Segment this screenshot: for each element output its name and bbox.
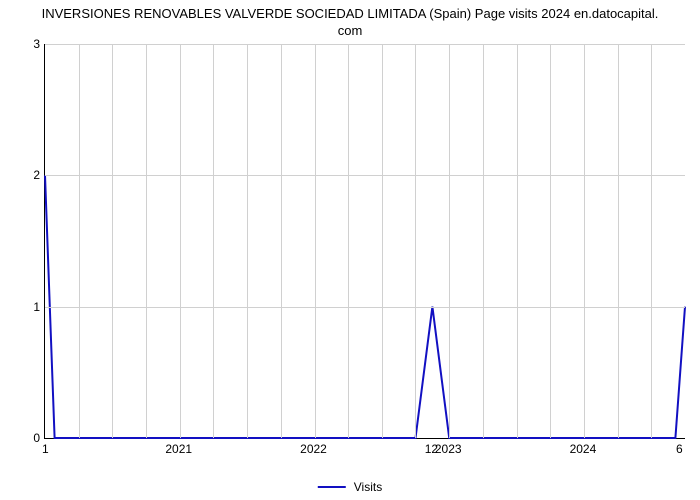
grid-line-v xyxy=(651,44,652,438)
x-corner-left: 1 xyxy=(42,442,49,456)
y-tick-label: 1 xyxy=(0,300,40,314)
y-tick-label: 2 xyxy=(0,168,40,182)
line-svg xyxy=(45,44,685,438)
grid-line-v xyxy=(483,44,484,438)
grid-line-v xyxy=(79,44,80,438)
title-line2: com xyxy=(338,23,363,38)
legend-label: Visits xyxy=(354,480,382,494)
grid-line-v xyxy=(382,44,383,438)
x-corner-mid: 12 xyxy=(425,442,438,456)
grid-line-v xyxy=(112,44,113,438)
y-tick-label: 0 xyxy=(0,431,40,445)
chart-title: INVERSIONES RENOVABLES VALVERDE SOCIEDAD… xyxy=(0,0,700,40)
grid-line-v xyxy=(348,44,349,438)
grid-line-v xyxy=(618,44,619,438)
x-year-label: 2022 xyxy=(300,442,327,456)
title-line1: INVERSIONES RENOVABLES VALVERDE SOCIEDAD… xyxy=(42,6,659,21)
grid-line-h xyxy=(45,175,685,176)
y-tick-label: 3 xyxy=(0,37,40,51)
grid-line-v xyxy=(213,44,214,438)
grid-line-v xyxy=(315,44,316,438)
grid-line-v xyxy=(415,44,416,438)
x-year-label: 2024 xyxy=(570,442,597,456)
grid-line-v xyxy=(146,44,147,438)
grid-line-v xyxy=(550,44,551,438)
plot-area xyxy=(44,44,685,439)
x-year-label: 2021 xyxy=(165,442,192,456)
grid-line-h xyxy=(45,307,685,308)
grid-line-v xyxy=(517,44,518,438)
grid-line-v xyxy=(449,44,450,438)
x-year-label: 2023 xyxy=(435,442,462,456)
grid-line-v xyxy=(584,44,585,438)
grid-line-v xyxy=(281,44,282,438)
legend: Visits xyxy=(318,480,382,494)
grid-line-v xyxy=(247,44,248,438)
x-corner-right: 6 xyxy=(676,442,683,456)
grid-line-v xyxy=(180,44,181,438)
legend-swatch xyxy=(318,486,346,488)
grid-line-h xyxy=(45,44,685,45)
chart-container: INVERSIONES RENOVABLES VALVERDE SOCIEDAD… xyxy=(0,0,700,500)
